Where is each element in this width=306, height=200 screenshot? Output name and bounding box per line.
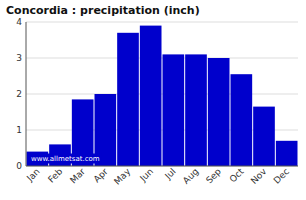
annotation: www.allmetsat.com [31,155,100,163]
bar [185,54,207,166]
chart-container: 0 1 2 3 4 JanFebMar AprMayJun Jul AugSep OctNovDe… [0,0,306,200]
x-tick-label: Aug [181,166,201,186]
y-axis: 0 1 2 3 4 [16,17,22,171]
bar [117,33,139,166]
y-tick-label: 2 [16,89,22,99]
x-tick-label: Sep [204,166,223,185]
y-tick-label: 1 [16,125,22,135]
x-tick-label: Nov [249,166,269,186]
chart-svg: 0 1 2 3 4 JanFebMar AprMayJun Jul AugSep OctNovDe… [0,0,306,200]
x-tick-label: Jul [162,166,177,181]
y-tick-label: 3 [16,53,22,63]
annotation-background [29,154,102,164]
y-axis-line [26,22,27,166]
x-tick-label: Jan [24,166,42,184]
bar [163,54,185,166]
grid-line [26,22,298,23]
grid-line [26,58,298,59]
x-axis-line [26,166,298,167]
annotation-group: www.allmetsat.com [29,154,102,164]
title: Concordia : precipitation (inch) [6,4,200,17]
x-tick-label: Mar [68,166,87,185]
bars [27,26,298,166]
y-tick-label: 4 [16,17,22,27]
grid-line [26,94,298,95]
x-axis: JanFebMar AprMayJun Jul AugSep OctNovDec [24,166,291,187]
grid [26,22,298,166]
bar [253,107,275,166]
bar [208,58,230,166]
bar [140,26,162,166]
x-tick-label: Apr [92,166,110,184]
x-tick-label: Feb [46,166,65,185]
x-tick-label: May [112,166,133,187]
grid-line [26,166,298,167]
x-tick-label: Jun [137,166,155,184]
y-tick-label: 0 [16,161,22,171]
x-tick-label: Oct [228,166,246,184]
bar [231,74,253,166]
bar [276,141,298,166]
x-tick-label: Dec [272,166,291,185]
